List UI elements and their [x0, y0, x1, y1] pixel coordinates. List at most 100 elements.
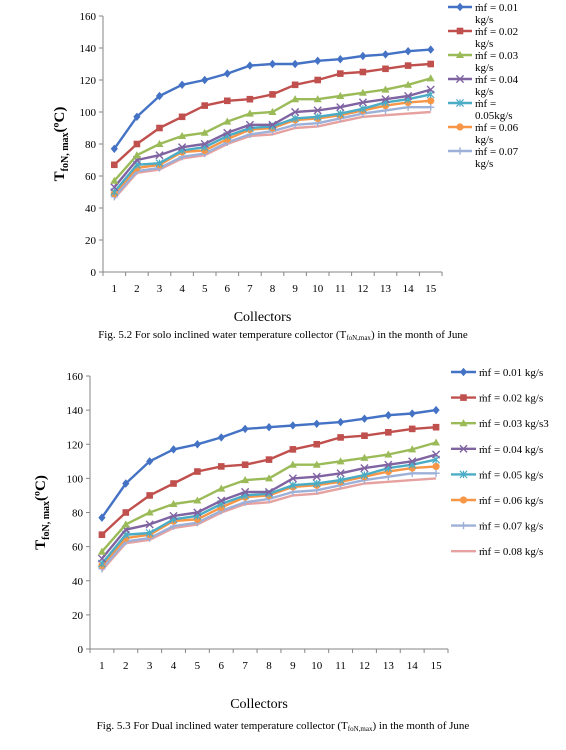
x-tick-label: 14 [407, 660, 419, 672]
legend-swatch-marker [456, 27, 464, 35]
data-point [360, 453, 369, 461]
legend-swatch-marker [456, 2, 464, 12]
series-4 [97, 450, 441, 563]
data-point [178, 131, 187, 139]
data-point [408, 409, 416, 418]
x-tick-label: 6 [219, 660, 225, 672]
x-tick-label: 4 [179, 283, 185, 295]
data-point [169, 445, 178, 454]
data-point [223, 69, 231, 78]
legend-swatch-marker [456, 50, 464, 58]
y-tick-label: 160 [67, 371, 84, 383]
data-point [110, 183, 119, 192]
data-point [336, 55, 344, 64]
data-point [289, 446, 297, 453]
figure-caption: Fig. 5.3 For Dual inclined water tempera… [97, 720, 470, 733]
data-point [265, 422, 273, 432]
data-point [200, 128, 209, 136]
data-point [427, 60, 434, 68]
data-point [246, 95, 254, 103]
data-point [132, 151, 141, 159]
data-point [241, 424, 249, 434]
data-point [336, 109, 345, 118]
legend-label: kg/s [475, 14, 493, 26]
legend-item: ṁf = 0.03 kg/s3 [451, 418, 549, 430]
legend-item: ṁf = 0.02 kg/s [451, 393, 543, 405]
data-point [155, 91, 164, 101]
data-point [431, 450, 441, 459]
legend-swatch-marker [456, 147, 464, 155]
y-tick-label: 140 [67, 405, 84, 417]
data-point [223, 128, 232, 137]
y-tick-label: 60 [72, 542, 84, 554]
data-point [193, 440, 201, 449]
data-point [312, 472, 321, 481]
legend-item: ṁf = 0.04 kg/s [451, 444, 543, 456]
data-point [337, 70, 344, 77]
data-point [178, 80, 186, 89]
x-tick-label: 7 [242, 660, 248, 672]
data-point [358, 88, 367, 96]
data-point [217, 484, 226, 492]
data-point [265, 456, 273, 463]
data-point [381, 95, 390, 104]
data-point [223, 117, 232, 125]
legend-label: ṁf = 0.06 [475, 122, 519, 134]
data-point [432, 462, 440, 471]
x-tick-label: 7 [247, 283, 253, 295]
data-point [155, 139, 164, 147]
data-point [269, 91, 276, 98]
x-axis-label: Collectors [230, 697, 288, 712]
series-7 [110, 103, 435, 201]
data-point [408, 445, 417, 453]
data-point [426, 85, 435, 94]
data-point [336, 469, 345, 478]
x-tick-label: 1 [112, 283, 118, 295]
data-point [408, 425, 416, 433]
data-point [312, 460, 321, 468]
data-point [133, 140, 141, 148]
x-tick-label: 9 [290, 660, 296, 672]
data-point [313, 95, 322, 103]
data-point [382, 65, 389, 73]
data-point [313, 106, 322, 115]
series-2 [98, 423, 440, 538]
data-point [145, 520, 154, 529]
data-point [200, 139, 209, 149]
series-7 [98, 469, 440, 573]
legend-item: ṁf = 0.05 kg/s [451, 469, 543, 481]
data-point [313, 440, 321, 448]
legend-swatch-marker [455, 74, 465, 84]
data-point [145, 528, 154, 537]
data-point [98, 513, 106, 522]
data-point [98, 531, 106, 538]
data-point [169, 499, 178, 507]
data-point [337, 417, 345, 427]
data-point [133, 112, 141, 121]
data-point [291, 107, 300, 117]
data-point [432, 438, 441, 446]
data-point [291, 95, 300, 103]
x-tick-label: 5 [195, 660, 201, 672]
data-point [360, 414, 369, 423]
legend-swatch-marker [459, 444, 468, 453]
data-point [291, 81, 299, 89]
data-point [201, 75, 209, 85]
data-point [404, 80, 413, 88]
legend-swatch-marker [459, 367, 468, 377]
data-point [121, 520, 130, 528]
x-tick-label: 12 [357, 283, 368, 295]
data-point [288, 481, 297, 490]
x-tick-label: 5 [202, 283, 208, 295]
data-point [314, 76, 321, 84]
legend-label: ṁf = 0.02 [475, 26, 518, 38]
data-point [110, 144, 118, 153]
series-line [100, 472, 437, 570]
y-tick-label: 0 [78, 644, 84, 656]
y-tick-label: 80 [85, 139, 97, 151]
y-tick-label: 20 [72, 610, 84, 622]
